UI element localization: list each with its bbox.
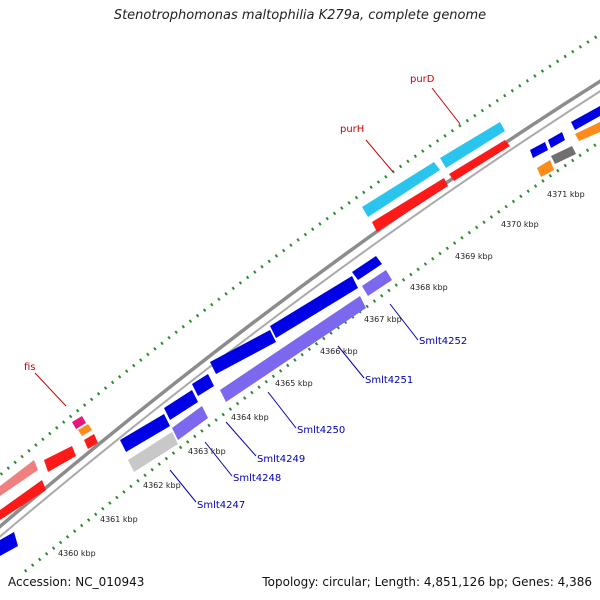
cds-blue-4250[interactable] [210, 330, 276, 374]
cds-red-left-3[interactable] [0, 480, 46, 520]
cds-fis-magenta[interactable] [72, 416, 86, 429]
cds-red-left-2[interactable] [84, 434, 98, 449]
backbone-outer [0, 79, 600, 529]
cds-red-purH[interactable] [372, 178, 448, 232]
scale-label: 4366 kbp [320, 347, 358, 356]
cds-blue-left-edge[interactable] [0, 532, 18, 556]
backbone-inner [0, 90, 600, 538]
cds-red-left-1[interactable] [44, 446, 76, 472]
reverse-strand-features [0, 256, 392, 556]
topology-summary: Topology: circular; Length: 4,851,126 bp… [262, 575, 592, 589]
outer-tick-ring [0, 32, 600, 478]
cds-blue-4249[interactable] [192, 374, 214, 396]
gene-label-smlt4248[interactable]: Smlt4248 [233, 473, 281, 484]
scale-label: 4365 kbp [275, 379, 313, 388]
inner-tick-ring [20, 139, 600, 573]
scale-label: 4371 kbp [547, 190, 585, 199]
map-title: Stenotrophomonas maltophilia K279a, comp… [113, 8, 487, 23]
cds-orange-right-2[interactable] [575, 122, 600, 141]
scale-labels: 4359 kbp 4360 kbp 4361 kbp 4362 kbp 4363… [58, 190, 585, 558]
cds-cyan-purH[interactable] [362, 162, 440, 217]
gene-label-fis[interactable]: fis [24, 362, 36, 373]
cds-purple-4248[interactable] [172, 406, 208, 440]
scale-label: 4363 kbp [188, 447, 226, 456]
gene-label-purD[interactable]: purD [410, 74, 435, 85]
scale-label: 4362 kbp [143, 481, 181, 490]
gene-label-smlt4252[interactable]: Smlt4252 [419, 336, 467, 347]
accession-label: Accession: NC_010943 [8, 575, 145, 589]
cds-blue-4248[interactable] [164, 390, 198, 420]
scale-label: 4360 kbp [58, 549, 96, 558]
gene-labels: fis purH purD Smlt4247 Smlt4248 Smlt4249… [24, 74, 467, 511]
gene-label-smlt4249[interactable]: Smlt4249 [257, 454, 305, 465]
gene-label-smlt4250[interactable]: Smlt4250 [297, 425, 345, 436]
cds-purple-4251[interactable] [220, 296, 366, 402]
gene-label-purH[interactable]: purH [340, 124, 364, 135]
cds-grey-right[interactable] [551, 146, 576, 164]
cds-red-purD[interactable] [449, 140, 510, 181]
scale-label: 4369 kbp [455, 252, 493, 261]
cds-grey-4247[interactable] [128, 432, 178, 472]
scale-label: 4368 kbp [410, 283, 448, 292]
scale-label: 4364 kbp [231, 413, 269, 422]
cds-blue-right-2[interactable] [548, 132, 565, 148]
cds-blue-right-3[interactable] [571, 106, 600, 130]
cds-blue-4252[interactable] [352, 256, 382, 280]
scale-label: 4367 kbp [364, 315, 402, 324]
cds-fis-orange[interactable] [78, 424, 92, 436]
cds-blue-4251-upper[interactable] [270, 276, 358, 338]
cds-orange-right[interactable] [537, 160, 554, 177]
gene-label-smlt4247[interactable]: Smlt4247 [197, 500, 245, 511]
cds-blue-right-1[interactable] [530, 142, 548, 158]
forward-strand-features [0, 106, 600, 520]
callout-lines [34, 87, 461, 503]
gene-label-smlt4251[interactable]: Smlt4251 [365, 375, 413, 386]
scale-label: 4361 kbp [100, 515, 138, 524]
cds-blue-4247[interactable] [120, 414, 170, 452]
scale-label: 4370 kbp [501, 220, 539, 229]
cds-purple-4252[interactable] [362, 270, 392, 296]
cds-cyan-purD[interactable] [440, 122, 505, 168]
cds-pink-left[interactable] [0, 460, 38, 496]
